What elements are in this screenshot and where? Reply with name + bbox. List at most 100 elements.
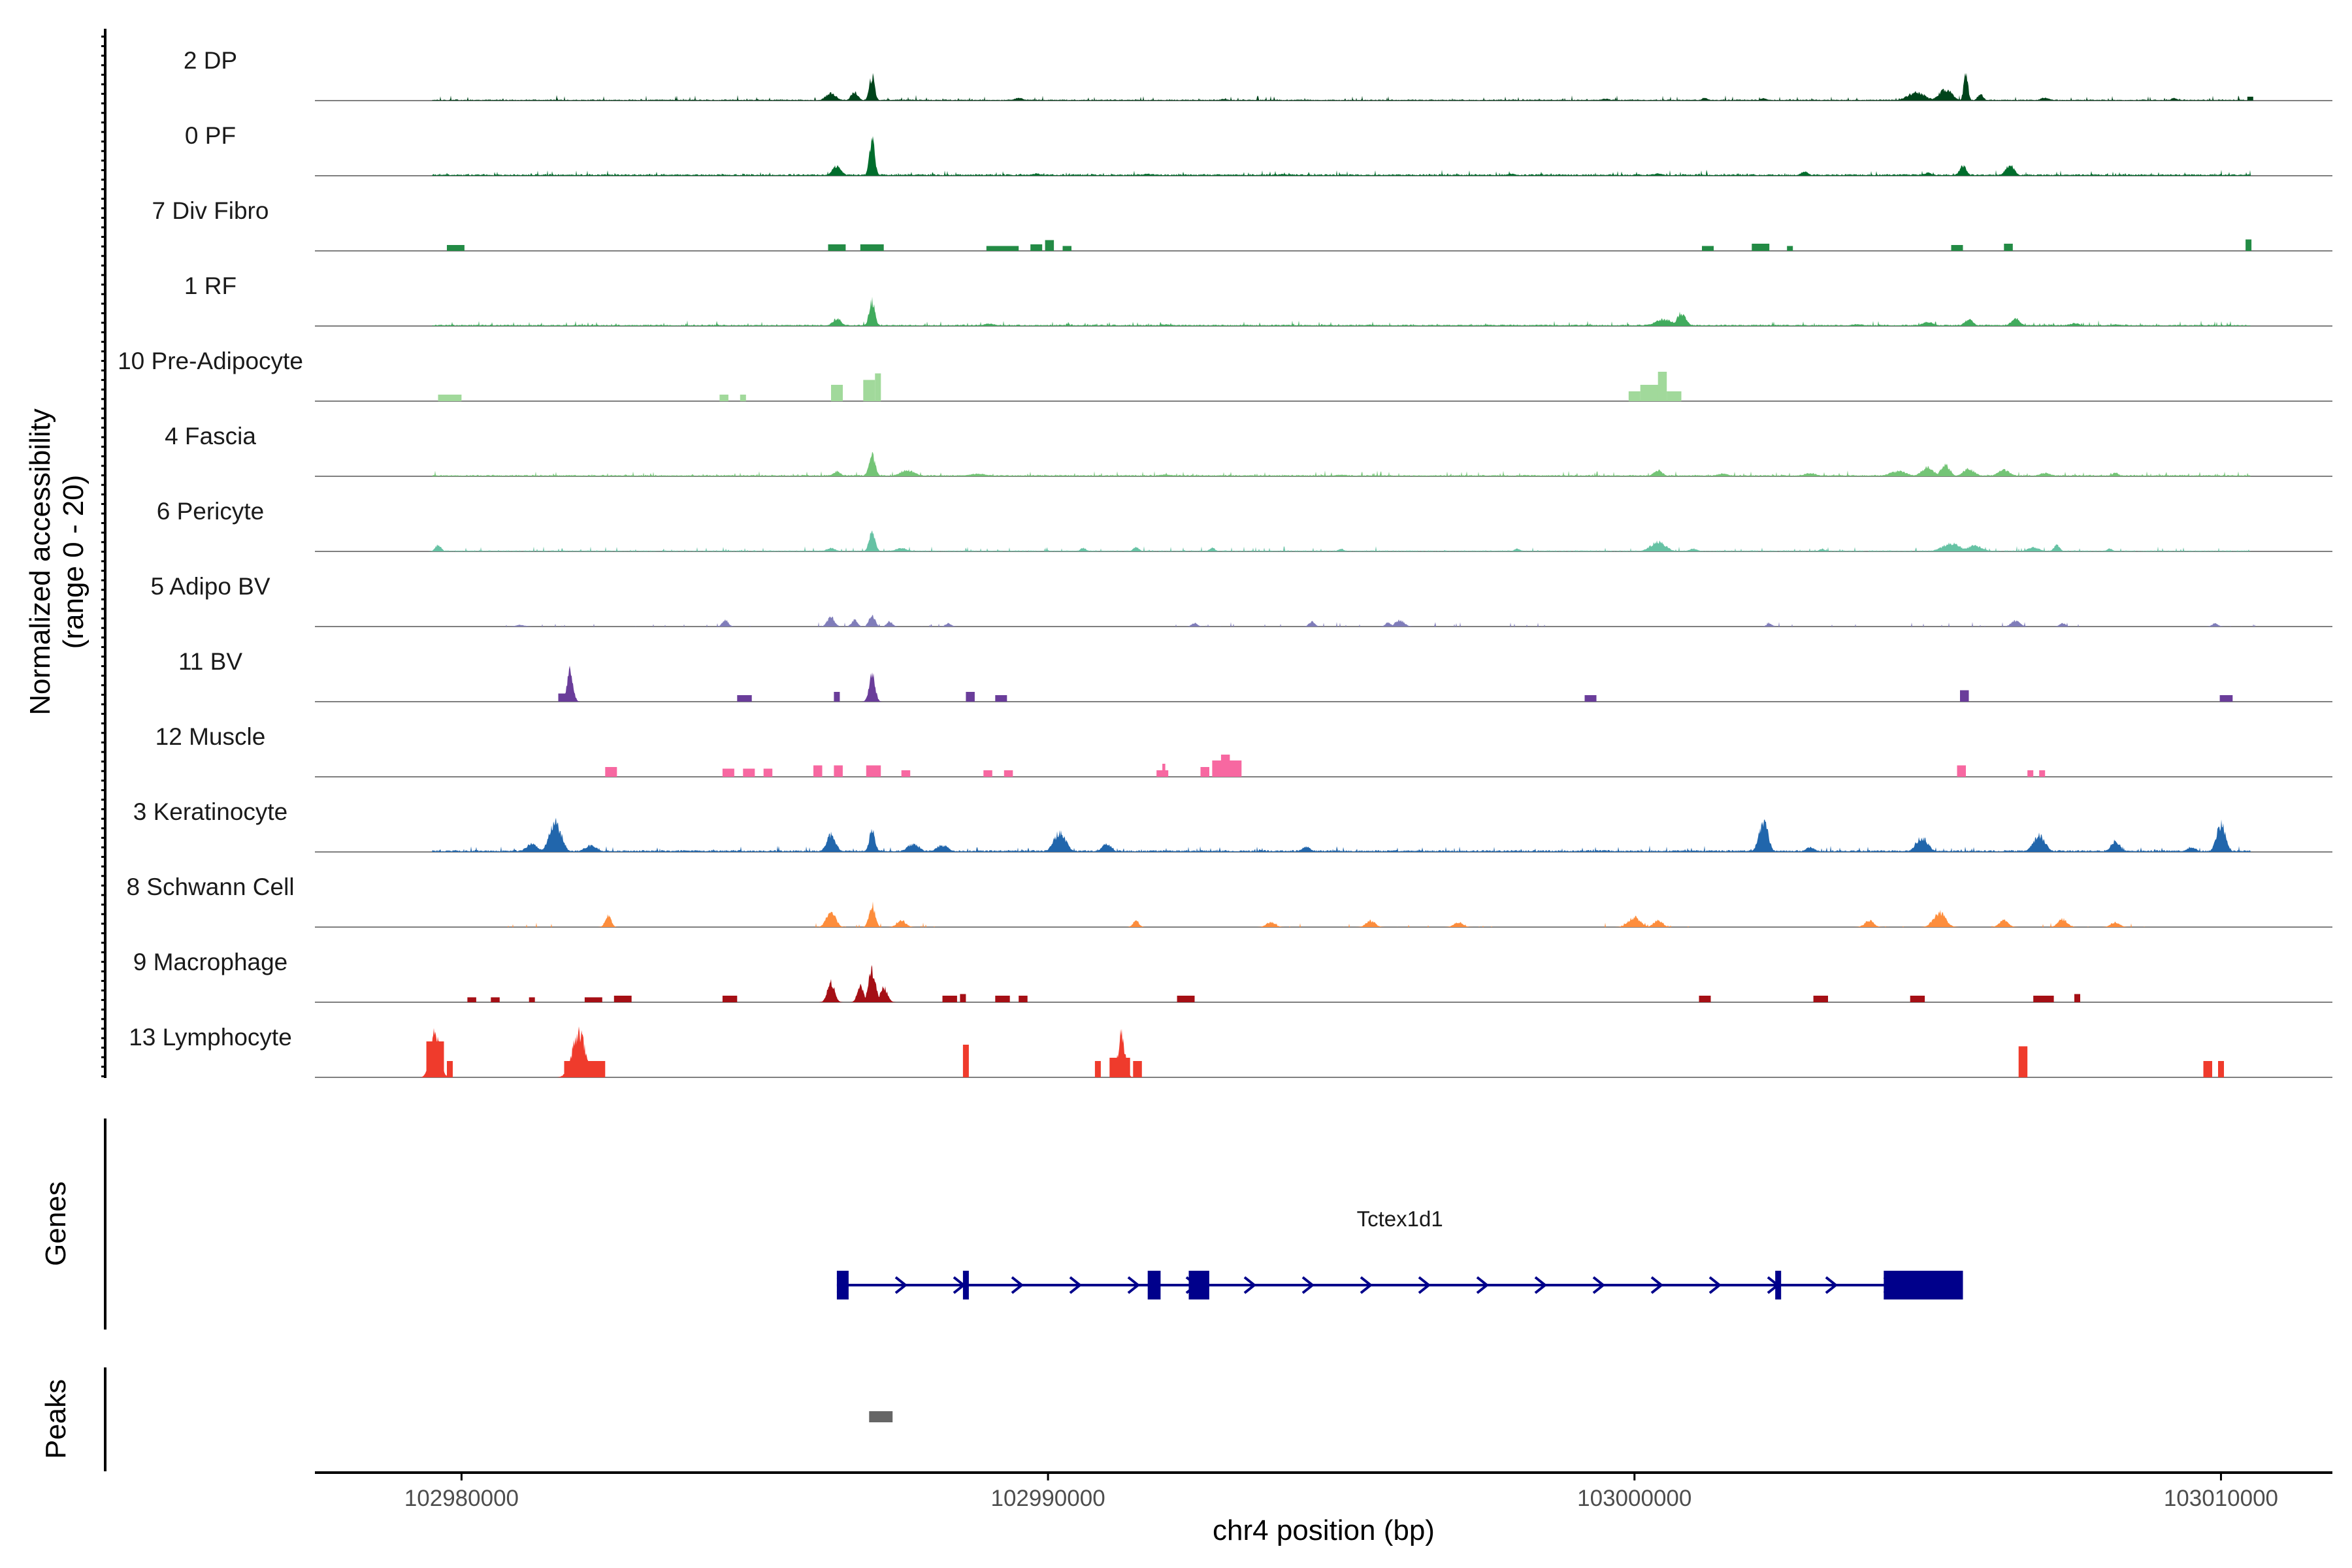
coverage-block (875, 373, 881, 401)
coverage-block (901, 770, 911, 777)
coverage-block (1200, 767, 1209, 777)
coverage-block (834, 765, 843, 777)
coverage-block (2246, 239, 2252, 251)
strand-arrow (1650, 1276, 1664, 1294)
track-label: 4 Fascia (165, 423, 256, 449)
peak-region (869, 1411, 893, 1422)
coverage-block (2247, 97, 2253, 101)
coverage-block (834, 692, 840, 702)
track: 4 Fascia (165, 423, 2332, 477)
coverage-block (1162, 764, 1166, 777)
coverage-block (722, 996, 738, 1002)
track-label: 5 Adipo BV (150, 573, 270, 600)
coverage-block (1702, 246, 1714, 251)
coverage-block (1094, 1061, 1101, 1077)
coverage-block (995, 996, 1010, 1002)
coverage-block (1957, 765, 1966, 777)
coverage-block (737, 695, 752, 702)
y-axis-title-line2: (range 0 - 20) (57, 475, 90, 649)
coverage-block (447, 245, 465, 251)
strand-arrow (1069, 1276, 1083, 1294)
coverage-area (315, 614, 2332, 627)
strand-arrow (1534, 1276, 1548, 1294)
track-label: 10 Pre-Adipocyte (118, 348, 303, 374)
track-label: 6 Pericyte (157, 498, 265, 525)
coverage-block (2004, 244, 2013, 251)
coverage-block (564, 1061, 606, 1077)
coverage-block (529, 997, 535, 1002)
gene-exon (962, 1271, 969, 1299)
track-label: 12 Muscle (155, 723, 266, 750)
track: 3 Keratinocyte (133, 798, 2332, 853)
coverage-block (1960, 690, 1969, 702)
coverage-block (1030, 244, 1043, 251)
strand-arrow (1301, 1276, 1315, 1294)
coverage-tracks: 2 DP 0 PF 7 Div Fibro 1 RF 10 Pre-Adipocyte 4… (118, 47, 2332, 1078)
coverage-block (2018, 1046, 2028, 1077)
strand-arrow (1476, 1276, 1490, 1294)
coverage-block (584, 997, 602, 1002)
gene-exon (1147, 1271, 1161, 1299)
track-label: 13 Lymphocyte (129, 1024, 292, 1051)
track: 0 PF (185, 122, 2332, 176)
coverage-block (426, 1041, 444, 1077)
coverage-block (1004, 770, 1013, 777)
track: 1 RF (184, 272, 2332, 327)
coverage-block (1951, 245, 1963, 251)
coverage-block (1699, 996, 1711, 1002)
x-tick-label: 103010000 (2164, 1486, 2278, 1511)
coverage-block (438, 395, 462, 401)
coverage-block (1019, 996, 1028, 1002)
strand-arrow (1360, 1276, 1373, 1294)
coverage-block (1045, 240, 1054, 251)
coverage-block (831, 385, 843, 401)
track: 12 Muscle (155, 723, 2332, 777)
strand-arrow (894, 1276, 908, 1294)
genes-track: Tctex1d1 (836, 1207, 1963, 1299)
gene-exon (1188, 1271, 1209, 1299)
peaks-panel-title: Peaks (40, 1379, 72, 1459)
genes-panel-title: Genes (40, 1181, 72, 1266)
coverage-block (995, 695, 1007, 702)
coverage-block (2027, 770, 2034, 777)
coverage-block (863, 380, 875, 401)
coverage-block (1628, 391, 1641, 401)
coverage-block (962, 1045, 969, 1077)
coverage-block (613, 996, 632, 1002)
gene-exon (836, 1271, 849, 1299)
x-axis-ticks: 102980000 102990000 103000000 103010000 (404, 1473, 2278, 1511)
coverage-block (2033, 996, 2054, 1002)
coverage-block (1787, 246, 1793, 251)
coverage-block (743, 768, 755, 777)
coverage-block (722, 768, 734, 777)
coverage-block (2218, 1061, 2224, 1077)
coverage-block (740, 395, 746, 401)
strand-arrow (1825, 1276, 1838, 1294)
coverage-y-axis-ticks (101, 35, 105, 1077)
track-label: 0 PF (185, 122, 236, 149)
x-tick-label: 102980000 (404, 1486, 519, 1511)
track: 11 BV (178, 648, 2332, 702)
coverage-block (2203, 1061, 2212, 1077)
track-label: 2 DP (184, 47, 237, 74)
coverage-block (866, 765, 881, 777)
coverage-block (1910, 996, 1925, 1002)
strand-arrow (1011, 1276, 1024, 1294)
coverage-block (719, 395, 728, 401)
coverage-block (1584, 695, 1597, 702)
coverage-block (763, 768, 773, 777)
gene-exon (1775, 1271, 1782, 1299)
gene-exon (1884, 1271, 1963, 1299)
coverage-block (2074, 994, 2080, 1002)
track-label: 3 Keratinocyte (133, 798, 288, 825)
strand-arrow (1418, 1276, 1431, 1294)
track-label: 8 Schwann Cell (126, 874, 294, 900)
track: 8 Schwann Cell (126, 874, 2332, 928)
coverage-block (491, 997, 500, 1002)
track: 5 Adipo BV (150, 573, 2332, 627)
coverage-block (1109, 1058, 1130, 1077)
coverage-block (2039, 770, 2046, 777)
coverage-block (813, 765, 823, 777)
